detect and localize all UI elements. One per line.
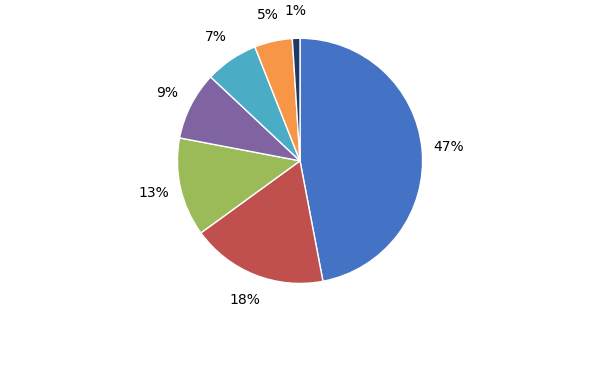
Text: 5%: 5% — [256, 8, 278, 22]
Wedge shape — [255, 39, 300, 161]
Text: 9%: 9% — [156, 86, 178, 100]
Wedge shape — [179, 77, 300, 161]
Wedge shape — [211, 47, 300, 161]
Wedge shape — [292, 38, 300, 161]
Text: 18%: 18% — [230, 293, 260, 307]
Text: 47%: 47% — [434, 140, 464, 154]
Wedge shape — [300, 38, 422, 281]
Wedge shape — [178, 138, 300, 233]
Text: 13%: 13% — [139, 187, 169, 200]
Wedge shape — [201, 161, 323, 283]
Text: 7%: 7% — [205, 30, 227, 44]
Text: 1%: 1% — [284, 5, 307, 18]
